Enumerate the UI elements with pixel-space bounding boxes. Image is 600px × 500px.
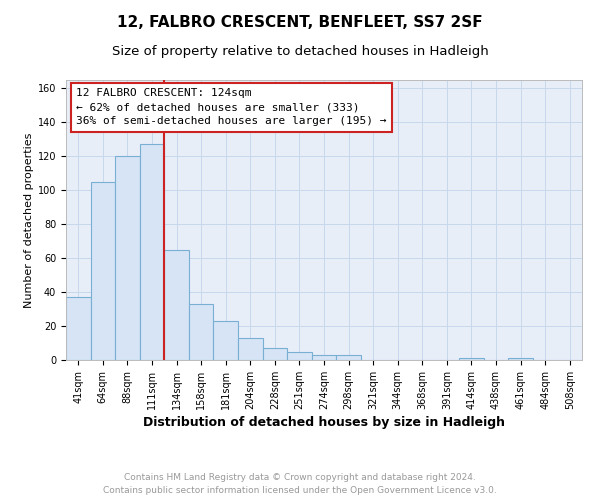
Bar	[66, 297, 91, 360]
Bar	[214, 321, 238, 360]
Bar	[164, 250, 189, 360]
Y-axis label: Number of detached properties: Number of detached properties	[23, 132, 34, 308]
Text: 12 FALBRO CRESCENT: 124sqm
← 62% of detached houses are smaller (333)
36% of sem: 12 FALBRO CRESCENT: 124sqm ← 62% of deta…	[76, 88, 387, 126]
Bar	[91, 182, 115, 360]
Bar	[189, 304, 214, 360]
Bar	[287, 352, 312, 360]
Bar	[336, 355, 361, 360]
Bar	[312, 355, 336, 360]
Text: Contains HM Land Registry data © Crown copyright and database right 2024.
Contai: Contains HM Land Registry data © Crown c…	[103, 473, 497, 495]
Bar	[238, 338, 263, 360]
X-axis label: Distribution of detached houses by size in Hadleigh: Distribution of detached houses by size …	[143, 416, 505, 429]
Text: 12, FALBRO CRESCENT, BENFLEET, SS7 2SF: 12, FALBRO CRESCENT, BENFLEET, SS7 2SF	[117, 15, 483, 30]
Bar	[263, 348, 287, 360]
Bar	[508, 358, 533, 360]
Bar	[115, 156, 140, 360]
Bar	[459, 358, 484, 360]
Bar	[140, 144, 164, 360]
Text: Size of property relative to detached houses in Hadleigh: Size of property relative to detached ho…	[112, 45, 488, 58]
